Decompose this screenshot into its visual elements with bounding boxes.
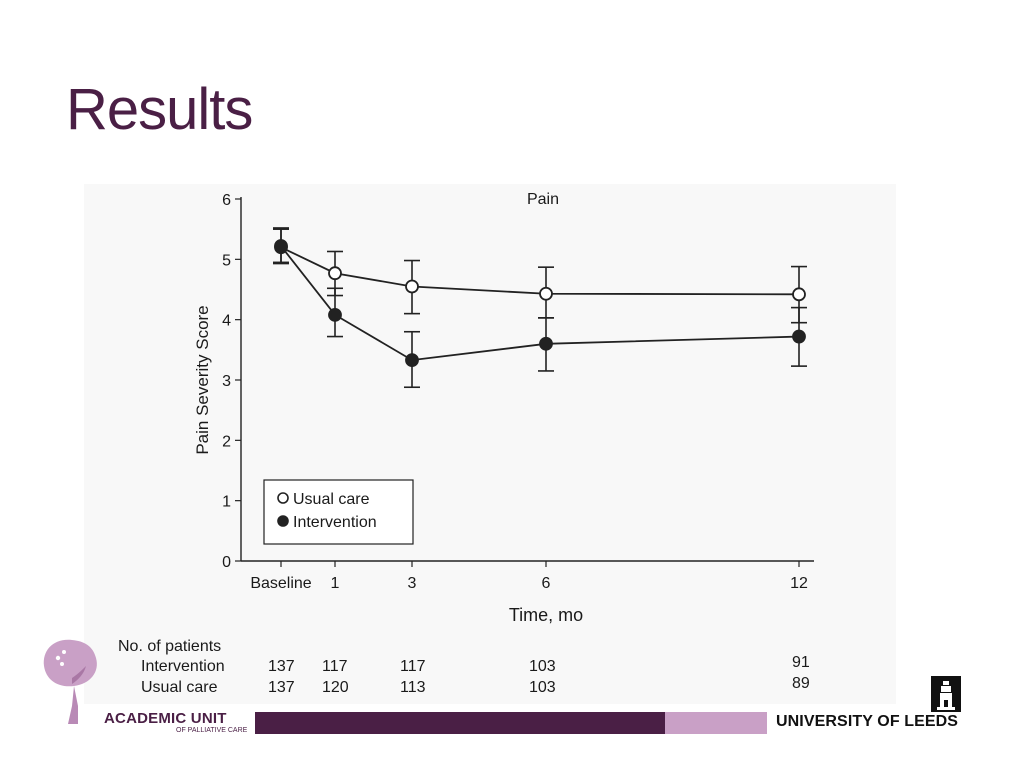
patient-count-cell: 137 bbox=[268, 658, 295, 675]
legend-label: Usual care bbox=[293, 491, 370, 508]
data-point bbox=[539, 286, 553, 301]
patient-count-cell: 103 bbox=[529, 658, 556, 675]
slide-title: Results bbox=[66, 77, 253, 142]
data-point bbox=[792, 329, 806, 344]
y-tick-label: 3 bbox=[222, 373, 231, 390]
data-point bbox=[405, 353, 419, 367]
chart-title: Pain bbox=[527, 191, 559, 208]
legend-marker bbox=[277, 492, 289, 504]
patient-table-header: No. of patients bbox=[118, 638, 222, 655]
university-tower-icon bbox=[931, 676, 961, 712]
patient-count-cell: 89 bbox=[792, 675, 810, 692]
data-point bbox=[405, 279, 419, 294]
patient-row-label: Intervention bbox=[141, 658, 225, 675]
university-name: UNIVERSITY OF LEEDS bbox=[776, 713, 959, 730]
y-tick-label: 6 bbox=[222, 192, 231, 209]
patient-count-cell: 117 bbox=[322, 658, 348, 675]
patient-count-cell: 103 bbox=[529, 679, 556, 696]
y-tick-label: 4 bbox=[222, 313, 231, 330]
y-tick-label: 1 bbox=[222, 494, 231, 511]
patient-row-label: Usual care bbox=[141, 679, 218, 696]
data-point bbox=[274, 239, 288, 253]
data-point bbox=[792, 287, 806, 302]
chart-figure: 0 1 2 3 4 5 6 Baseline 1 3 6 12 Pain Time, mo Pain Sev… bbox=[84, 184, 896, 704]
x-axis-label: Time, mo bbox=[509, 605, 583, 625]
x-tick-label: 6 bbox=[542, 575, 551, 592]
x-tick-label: 12 bbox=[790, 575, 808, 592]
x-tick-label: 1 bbox=[331, 575, 340, 592]
academic-unit-name: ACADEMIC UNIT bbox=[104, 710, 227, 727]
legend-box bbox=[263, 479, 414, 545]
patient-count-table: No. of patients Intervention 137 117 117 103… bbox=[84, 184, 896, 704]
patient-count-cell: 120 bbox=[322, 679, 349, 696]
data-point bbox=[328, 266, 342, 281]
patient-count-cell: 117 bbox=[400, 658, 426, 675]
legend-label: Intervention bbox=[293, 514, 377, 531]
patient-count-cell: 91 bbox=[792, 654, 810, 671]
patient-count-cell: 137 bbox=[268, 679, 295, 696]
x-tick-label: 3 bbox=[408, 575, 417, 592]
y-tick-label: 0 bbox=[222, 554, 231, 571]
y-tick-label: 5 bbox=[222, 252, 231, 269]
y-axis-label: Pain Severity Score bbox=[193, 305, 212, 454]
footer-bar-light bbox=[665, 712, 767, 734]
data-point bbox=[328, 307, 342, 322]
data-point bbox=[539, 336, 553, 351]
academic-unit-tree-icon bbox=[43, 639, 97, 724]
patient-count-cell: 113 bbox=[400, 679, 426, 696]
academic-unit-subtitle: OF PALLIATIVE CARE bbox=[176, 727, 248, 734]
y-tick-label: 2 bbox=[222, 433, 231, 450]
footer-bar-dark bbox=[255, 712, 665, 734]
x-tick-label: Baseline bbox=[250, 575, 311, 592]
legend-marker bbox=[277, 515, 289, 527]
